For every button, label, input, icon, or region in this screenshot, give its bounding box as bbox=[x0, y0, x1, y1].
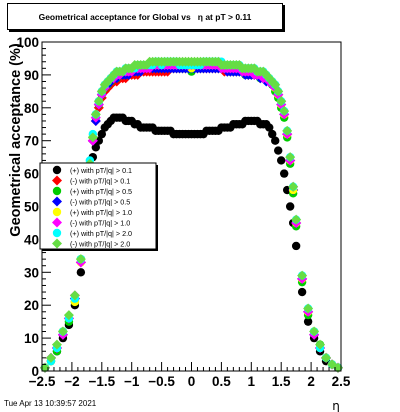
data-point bbox=[276, 96, 287, 107]
legend-label: (-) with pT/|q| > 0.5 bbox=[70, 198, 130, 207]
data-point bbox=[57, 326, 68, 337]
x-axis-label: η bbox=[332, 399, 340, 412]
data-point bbox=[321, 352, 332, 363]
x-tick-label: 2.5 bbox=[332, 374, 351, 389]
legend-marker bbox=[52, 165, 62, 175]
data-point bbox=[285, 152, 296, 163]
x-tick-label: −2.5 bbox=[29, 374, 56, 389]
x-tick-label: 0 bbox=[188, 374, 196, 389]
data-point bbox=[279, 169, 289, 178]
legend-label: (-) with pT/|q| > 0.1 bbox=[70, 177, 130, 186]
x-tick-label: 0.5 bbox=[212, 374, 231, 389]
data-point bbox=[76, 268, 86, 277]
series-8 bbox=[39, 56, 344, 373]
legend: (+) with pT/|q| > 0.1 (-) with pT/|q| > 0… bbox=[39, 162, 158, 251]
data-point bbox=[309, 326, 320, 337]
data-point bbox=[51, 339, 62, 350]
data-point bbox=[90, 109, 101, 120]
data-point bbox=[303, 317, 313, 326]
data-point bbox=[63, 310, 74, 321]
legend-label: (+) with pT/|q| > 0.1 bbox=[70, 166, 132, 175]
x-tick-label: 1.5 bbox=[272, 374, 291, 389]
y-tick-label: 20 bbox=[24, 298, 39, 313]
data-point bbox=[97, 129, 107, 139]
data-point bbox=[75, 254, 86, 265]
data-point bbox=[285, 202, 295, 211]
y-tick-label: 70 bbox=[24, 134, 39, 149]
y-tick-label: 100 bbox=[16, 35, 39, 50]
data-point bbox=[268, 129, 277, 139]
x-tick-label: −1.5 bbox=[88, 374, 115, 389]
legend-marker bbox=[52, 196, 62, 207]
legend-marker bbox=[52, 186, 62, 196]
data-point bbox=[297, 270, 308, 281]
legend-marker bbox=[52, 228, 62, 238]
data-points bbox=[39, 56, 344, 373]
legend-marker bbox=[52, 175, 62, 186]
legend-label: (+) with pT/|q| > 0.5 bbox=[70, 187, 132, 196]
data-point bbox=[249, 63, 260, 74]
data-point bbox=[87, 132, 98, 143]
data-point bbox=[45, 352, 56, 363]
data-point bbox=[288, 181, 299, 192]
x-tick-label: 2 bbox=[307, 374, 315, 389]
legend-label: (+) with pT/|q| > 2.0 bbox=[70, 229, 132, 238]
y-tick-label: 50 bbox=[24, 200, 39, 215]
y-tick-label: 80 bbox=[24, 101, 39, 116]
y-axis-label: Geometrical acceptance (%) bbox=[8, 43, 24, 237]
data-point bbox=[93, 96, 104, 107]
x-tick-label: −2 bbox=[64, 374, 79, 389]
data-point bbox=[315, 339, 326, 350]
data-point bbox=[273, 86, 284, 97]
axes: 0 10 20 30 40 50 60 70 80 90 100 −2.5 −2 −1.5 −1 −0.5 0 0… bbox=[16, 35, 350, 389]
data-point bbox=[291, 241, 301, 251]
x-tick-label: 1 bbox=[248, 374, 256, 389]
y-tick-label: 10 bbox=[24, 331, 39, 346]
data-point bbox=[279, 106, 290, 117]
data-point bbox=[303, 303, 314, 314]
data-point bbox=[265, 123, 274, 132]
data-point bbox=[297, 287, 307, 297]
data-point bbox=[271, 136, 280, 145]
data-point bbox=[282, 125, 293, 136]
y-tick-label: 60 bbox=[24, 167, 39, 182]
y-tick-label: 0 bbox=[31, 364, 39, 379]
data-point bbox=[291, 214, 302, 225]
data-point bbox=[69, 290, 80, 301]
y-tick-label: 90 bbox=[24, 68, 39, 83]
legend-marker bbox=[52, 207, 62, 217]
timestamp: Tue Apr 13 10:39:57 2021 bbox=[4, 399, 97, 408]
chart-title: Geometrical acceptance for Global vs η a… bbox=[7, 3, 283, 30]
legend-label: (-) with pT/|q| > 2.0 bbox=[70, 240, 130, 249]
y-tick-label: 40 bbox=[24, 232, 39, 247]
legend-marker bbox=[52, 217, 62, 228]
x-tick-label: −1 bbox=[124, 374, 140, 389]
x-tick-label: −0.5 bbox=[148, 374, 175, 389]
legend-marker bbox=[52, 238, 62, 249]
data-point bbox=[91, 143, 101, 152]
legend-label: (-) with pT/|q| > 1.0 bbox=[70, 219, 130, 228]
data-point bbox=[277, 156, 286, 165]
data-point bbox=[274, 146, 283, 155]
legend-label: (+) with pT/|q| > 1.0 bbox=[70, 208, 132, 217]
y-tick-label: 30 bbox=[24, 265, 39, 280]
